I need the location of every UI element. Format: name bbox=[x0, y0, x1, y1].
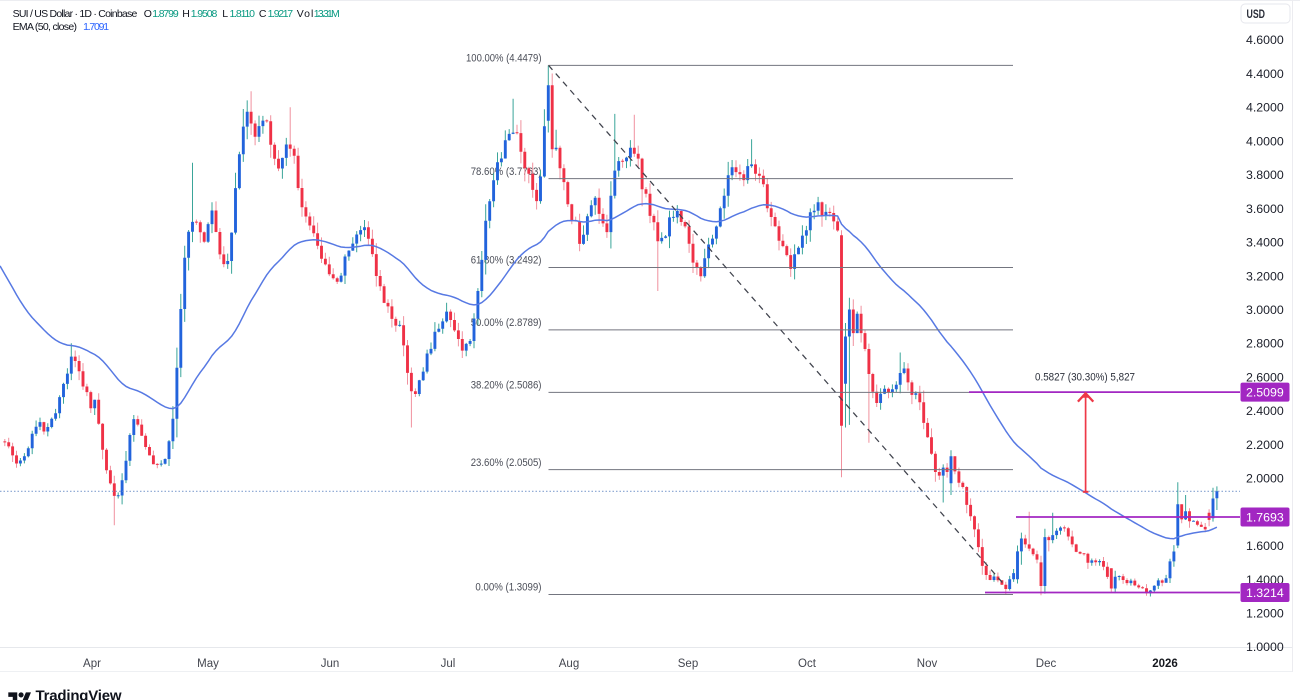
svg-text:Apr: Apr bbox=[83, 658, 101, 670]
svg-text:4.4000: 4.4000 bbox=[1246, 67, 1284, 81]
svg-text:3.2000: 3.2000 bbox=[1246, 269, 1284, 283]
svg-text:2.6000: 2.6000 bbox=[1246, 370, 1284, 384]
svg-text:78.60% (3.7763): 78.60% (3.7763) bbox=[471, 166, 542, 178]
svg-text:4.6000: 4.6000 bbox=[1246, 33, 1284, 47]
svg-text:Nov: Nov bbox=[917, 658, 938, 670]
svg-text:61.80% (3.2492): 61.80% (3.2492) bbox=[471, 255, 542, 267]
svg-text:2.0000: 2.0000 bbox=[1246, 472, 1284, 486]
svg-text:4.2000: 4.2000 bbox=[1246, 101, 1284, 115]
svg-text:1.9508: 1.9508 bbox=[191, 8, 218, 20]
svg-text:EMA (50, close): EMA (50, close) bbox=[13, 21, 77, 33]
svg-text:0.00% (1.3099): 0.00% (1.3099) bbox=[475, 582, 541, 594]
svg-text:H: H bbox=[182, 8, 190, 20]
svg-text:23.60% (2.0505): 23.60% (2.0505) bbox=[471, 457, 542, 469]
svg-text:4.0000: 4.0000 bbox=[1246, 134, 1284, 148]
svg-text:1.0000: 1.0000 bbox=[1246, 640, 1284, 654]
svg-text:SUI / US Dollar · 1D · Coinbas: SUI / US Dollar · 1D · Coinbase bbox=[13, 8, 138, 20]
svg-text:Jun: Jun bbox=[321, 658, 340, 670]
svg-text:3.0000: 3.0000 bbox=[1246, 303, 1284, 317]
svg-text:C: C bbox=[259, 8, 267, 20]
svg-text:Dec: Dec bbox=[1036, 658, 1057, 670]
svg-text:1.7091: 1.7091 bbox=[83, 21, 109, 33]
svg-text:2.8000: 2.8000 bbox=[1246, 337, 1284, 351]
svg-text:38.20% (2.5086): 38.20% (2.5086) bbox=[471, 380, 542, 392]
svg-text:100.00% (4.4479): 100.00% (4.4479) bbox=[466, 53, 542, 65]
svg-text:0.5827 (30.30%) 5,827: 0.5827 (30.30%) 5,827 bbox=[1035, 372, 1135, 384]
svg-text:2.2000: 2.2000 bbox=[1246, 438, 1284, 452]
svg-text:Oct: Oct bbox=[798, 658, 817, 670]
svg-text:TradingView: TradingView bbox=[36, 688, 122, 700]
svg-text:1.6000: 1.6000 bbox=[1246, 539, 1284, 553]
svg-text:O: O bbox=[144, 8, 152, 20]
svg-text:Jul: Jul bbox=[441, 658, 456, 670]
svg-text:USD: USD bbox=[1247, 7, 1266, 21]
svg-text:1.2000: 1.2000 bbox=[1246, 607, 1284, 621]
svg-text:Sep: Sep bbox=[678, 658, 698, 670]
svg-text:2.4000: 2.4000 bbox=[1246, 404, 1284, 418]
svg-text:Vol: Vol bbox=[297, 8, 314, 20]
svg-text:3.4000: 3.4000 bbox=[1246, 236, 1284, 250]
svg-text:3.6000: 3.6000 bbox=[1246, 202, 1284, 216]
svg-text:2026: 2026 bbox=[1152, 658, 1178, 670]
svg-text:1.3214: 1.3214 bbox=[1246, 586, 1284, 600]
svg-text:1.9217: 1.9217 bbox=[268, 8, 294, 20]
svg-text:1.7693: 1.7693 bbox=[1246, 511, 1284, 525]
svg-text:50.00% (2.8789): 50.00% (2.8789) bbox=[471, 317, 542, 329]
svg-text:1.8799: 1.8799 bbox=[152, 8, 179, 20]
svg-text:Aug: Aug bbox=[559, 658, 579, 670]
svg-text:3.8000: 3.8000 bbox=[1246, 168, 1284, 182]
svg-text:2.5099: 2.5099 bbox=[1246, 386, 1284, 400]
svg-text:L: L bbox=[222, 8, 228, 20]
svg-text:May: May bbox=[197, 658, 219, 670]
svg-text:13.31M: 13.31M bbox=[314, 8, 340, 20]
svg-text:1.8110: 1.8110 bbox=[230, 8, 256, 20]
